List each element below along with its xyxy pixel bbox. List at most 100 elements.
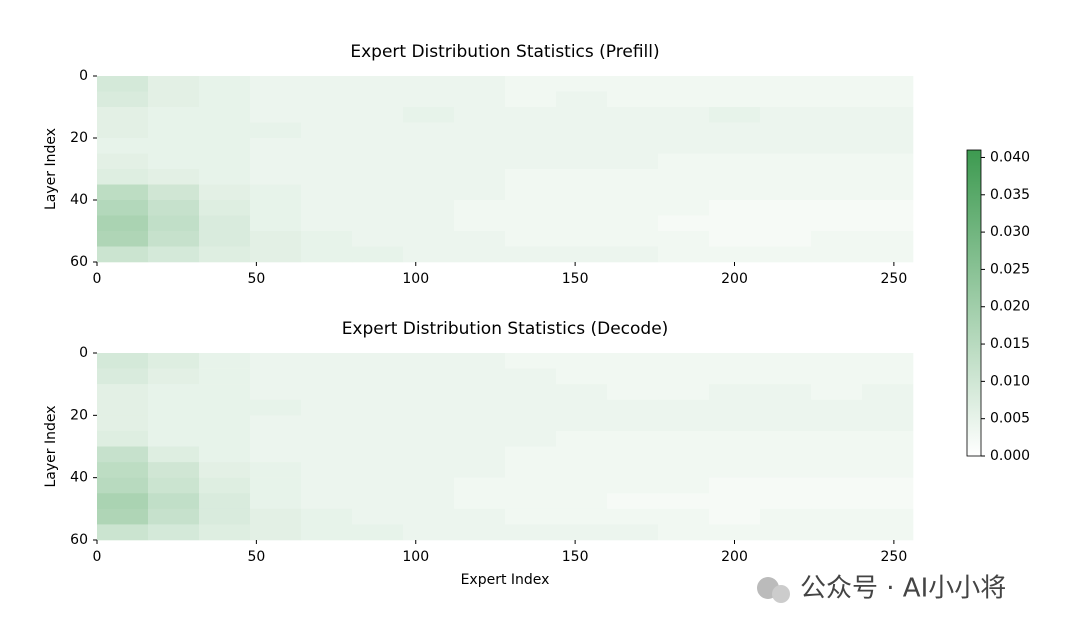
heatmap-cell — [760, 415, 812, 432]
heatmap-cell — [760, 91, 812, 108]
heatmap-cell — [454, 215, 506, 232]
colorbar-tick-label: 0.015 — [990, 336, 1030, 352]
heatmap-cell — [403, 524, 455, 541]
heatmap-cell — [607, 353, 659, 369]
heatmap-cell — [352, 231, 404, 247]
y-axis-label: Layer Index — [43, 128, 59, 210]
heatmap-cell — [97, 508, 149, 525]
heatmap-cell — [658, 446, 710, 463]
heatmap-cell — [709, 462, 761, 478]
heatmap-cell — [862, 430, 914, 447]
heatmap-cell — [556, 462, 608, 478]
heatmap-cell — [811, 368, 863, 385]
x-tick-label: 150 — [562, 549, 589, 565]
heatmap-cell — [658, 477, 710, 494]
heatmap-cell — [505, 153, 557, 170]
heatmap-cell — [454, 122, 506, 139]
heatmap-cell — [454, 430, 506, 447]
heatmap-cell — [811, 91, 863, 108]
heatmap-cell — [862, 153, 914, 170]
heatmap-cell — [301, 353, 353, 369]
heatmap-cell — [250, 493, 302, 510]
heatmap-cell — [505, 169, 557, 185]
heatmap-cell — [760, 524, 812, 541]
heatmap-cell — [250, 184, 302, 201]
heatmap-cell — [148, 384, 200, 401]
heatmap-cell — [556, 508, 608, 525]
heatmap-cell — [199, 246, 251, 263]
heatmap-cell — [301, 508, 353, 525]
heatmap-cell — [811, 200, 863, 216]
heatmap-cell — [352, 200, 404, 216]
x-tick-label: 200 — [721, 271, 748, 287]
heatmap-cell — [301, 399, 353, 416]
heatmap-cell — [250, 524, 302, 541]
heatmap-cell — [250, 153, 302, 170]
heatmap-cell — [352, 430, 404, 447]
heatmap-cell — [505, 200, 557, 216]
heatmap-cell — [403, 508, 455, 525]
colorbar-tick-label: 0.005 — [990, 411, 1030, 427]
heatmap-cell — [862, 91, 914, 108]
heatmap-cell — [199, 169, 251, 185]
heatmap-cell — [301, 200, 353, 216]
heatmap-cell — [505, 122, 557, 139]
heatmap-cell — [760, 153, 812, 170]
heatmap-cell — [658, 384, 710, 401]
heatmap-cell — [607, 122, 659, 139]
heatmap-cell — [403, 353, 455, 369]
x-tick-label: 250 — [881, 549, 908, 565]
heatmap-cell — [862, 184, 914, 201]
heatmap-cell — [97, 153, 149, 170]
x-tick-label: 150 — [562, 271, 589, 287]
heatmap-cell — [505, 246, 557, 263]
heatmap-cell — [607, 215, 659, 232]
heatmap-cell — [505, 462, 557, 478]
heatmap-cell — [148, 508, 200, 525]
heatmap-cell — [148, 153, 200, 170]
heatmap-cell — [760, 107, 812, 123]
y-tick-label: 20 — [70, 130, 88, 146]
heatmap-cell — [505, 415, 557, 432]
heatmap-cell — [709, 200, 761, 216]
heatmap-cell — [97, 493, 149, 510]
heatmap-cell — [811, 430, 863, 447]
colorbar-tick-label: 0.030 — [990, 224, 1030, 240]
heatmap-cell — [454, 153, 506, 170]
heatmap-cell — [709, 446, 761, 463]
heatmap-cell — [250, 169, 302, 185]
heatmap-cell — [760, 493, 812, 510]
heatmap-cell — [505, 384, 557, 401]
heatmap-cell — [556, 353, 608, 369]
heatmap-cell — [148, 169, 200, 185]
heatmap-cell — [301, 368, 353, 385]
heatmap-cell — [352, 215, 404, 232]
heatmap-cell — [199, 446, 251, 463]
heatmap-cell — [760, 399, 812, 416]
heatmap-cell — [658, 462, 710, 478]
heatmap-cell — [607, 462, 659, 478]
heatmap-cell — [556, 430, 608, 447]
heatmap-cell — [709, 91, 761, 108]
heatmap-cell — [301, 446, 353, 463]
heatmap-cell — [709, 153, 761, 170]
heatmap-cell — [658, 524, 710, 541]
heatmap-cell — [301, 493, 353, 510]
heatmap-cell — [505, 138, 557, 154]
heatmap-cell — [862, 353, 914, 369]
heatmap-cell — [658, 508, 710, 525]
heatmap-cell — [658, 122, 710, 139]
heatmap-cell — [709, 477, 761, 494]
heatmap-cell — [862, 122, 914, 139]
heatmap-cell — [352, 76, 404, 92]
heatmap-cell — [862, 399, 914, 416]
heatmap-cell — [760, 215, 812, 232]
heatmap-cell — [454, 446, 506, 463]
y-tick-label: 0 — [79, 345, 88, 361]
heatmap-cell — [709, 430, 761, 447]
heatmap-cell — [352, 246, 404, 263]
heatmap-cell — [760, 430, 812, 447]
heatmap-cell — [709, 215, 761, 232]
heatmap-cell — [97, 76, 149, 92]
heatmap-cell — [352, 493, 404, 510]
